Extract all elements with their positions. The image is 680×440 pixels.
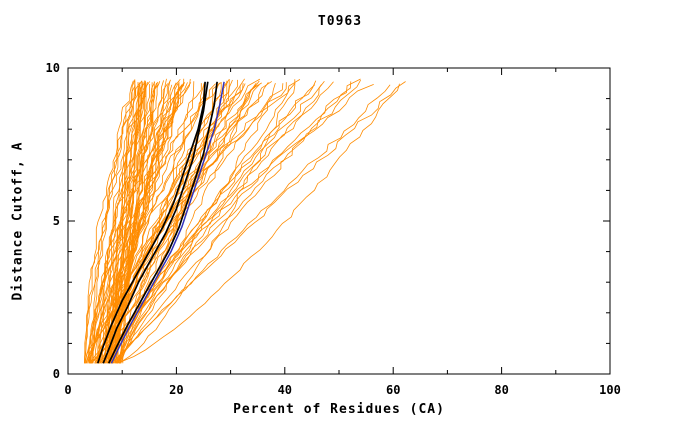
series-highlight-black-left [96, 81, 206, 364]
y-axis-label: Distance Cutoff, A [10, 141, 26, 301]
x-tick-label: 80 [494, 383, 508, 397]
highlight-series [96, 81, 225, 364]
axis-tick-labels: 0 20 40 60 80 100 0 5 10 [46, 61, 621, 397]
x-axis-label: Percent of Residues (CA) [233, 402, 445, 417]
x-tick-label: 100 [599, 383, 621, 397]
y-tick-label: 5 [53, 214, 60, 228]
y-tick-label: 10 [46, 61, 60, 75]
x-tick-label: 40 [278, 383, 292, 397]
plot-border [67, 67, 611, 375]
x-tick-label: 0 [64, 383, 71, 397]
series-highlight-black-right [107, 81, 218, 364]
series-highlight-black-mid [102, 81, 209, 364]
axis-ticks [67, 67, 611, 375]
y-tick-label: 0 [53, 367, 60, 381]
series-reference-blue [110, 81, 225, 364]
chart-title: T0963 [317, 14, 363, 29]
x-tick-label: 20 [169, 383, 183, 397]
x-tick-label: 60 [386, 383, 400, 397]
